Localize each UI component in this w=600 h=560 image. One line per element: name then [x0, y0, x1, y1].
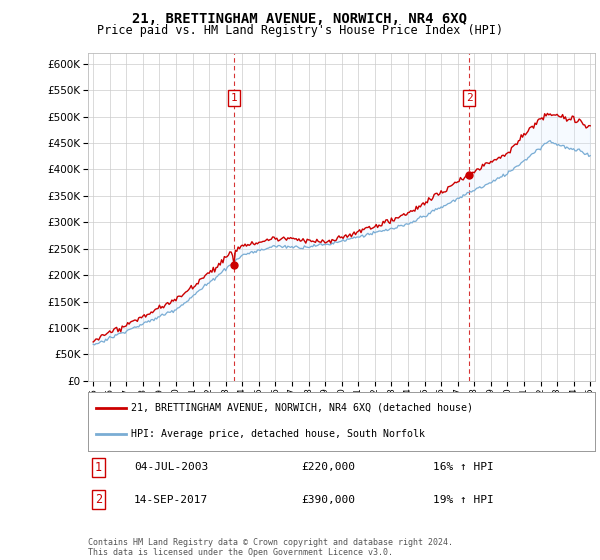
- Text: HPI: Average price, detached house, South Norfolk: HPI: Average price, detached house, Sout…: [131, 430, 425, 440]
- Text: 2: 2: [466, 93, 473, 103]
- Text: 21, BRETTINGHAM AVENUE, NORWICH, NR4 6XQ: 21, BRETTINGHAM AVENUE, NORWICH, NR4 6XQ: [133, 12, 467, 26]
- Text: £220,000: £220,000: [301, 462, 355, 472]
- Text: 16% ↑ HPI: 16% ↑ HPI: [433, 462, 494, 472]
- Text: 14-SEP-2017: 14-SEP-2017: [134, 495, 208, 505]
- Text: 19% ↑ HPI: 19% ↑ HPI: [433, 495, 494, 505]
- Text: 2: 2: [95, 493, 102, 506]
- Text: £390,000: £390,000: [301, 495, 355, 505]
- Text: 21, BRETTINGHAM AVENUE, NORWICH, NR4 6XQ (detached house): 21, BRETTINGHAM AVENUE, NORWICH, NR4 6XQ…: [131, 403, 473, 413]
- Text: Contains HM Land Registry data © Crown copyright and database right 2024.
This d: Contains HM Land Registry data © Crown c…: [88, 538, 453, 557]
- Text: 04-JUL-2003: 04-JUL-2003: [134, 462, 208, 472]
- Text: 1: 1: [95, 461, 102, 474]
- Text: Price paid vs. HM Land Registry's House Price Index (HPI): Price paid vs. HM Land Registry's House …: [97, 24, 503, 36]
- Text: 1: 1: [230, 93, 238, 103]
